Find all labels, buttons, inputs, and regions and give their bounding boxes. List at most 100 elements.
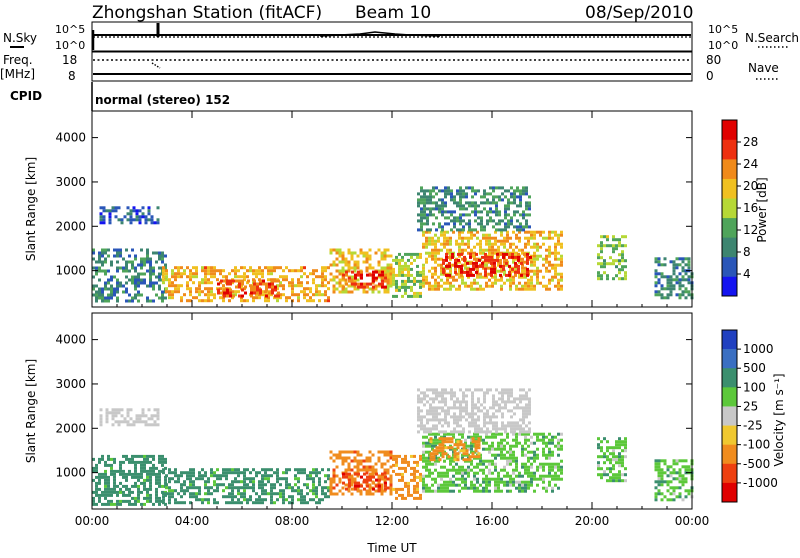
power-cell: [504, 222, 507, 226]
velocity-cell: [669, 492, 673, 496]
velocity-cell: [507, 394, 510, 398]
velocity-cell: [344, 456, 348, 460]
velocity-colorbar-segment: [722, 330, 737, 350]
velocity-cell: [513, 406, 516, 410]
power-cell: [161, 296, 164, 300]
velocity-cell: [252, 477, 255, 481]
velocity-cell: [110, 490, 113, 494]
velocity-cell: [186, 486, 189, 490]
velocity-cell: [261, 480, 264, 484]
velocity-cell: [548, 453, 551, 457]
velocity-cell: [489, 418, 492, 422]
velocity-cell: [423, 430, 426, 434]
power-cell: [174, 278, 177, 282]
power-cell: [365, 251, 369, 255]
velocity-cell: [426, 388, 429, 392]
velocity-cell: [204, 480, 207, 484]
velocity-cell: [489, 421, 492, 425]
power-cell: [129, 218, 133, 222]
velocity-cell: [98, 472, 101, 476]
power-cell: [104, 272, 107, 276]
velocity-cell: [356, 459, 360, 463]
velocity-cell: [506, 432, 509, 436]
power-cell: [459, 228, 462, 232]
velocity-cell: [443, 465, 446, 469]
velocity-cell: [110, 469, 113, 473]
power-cell: [449, 284, 452, 288]
power-cell: [449, 266, 452, 270]
power-cell: [446, 242, 449, 246]
power-cell: [618, 253, 621, 257]
power-cell: [428, 230, 431, 234]
velocity-cell: [368, 459, 372, 463]
power-cell: [419, 252, 422, 256]
velocity-cell: [621, 479, 624, 483]
power-cell: [158, 272, 161, 276]
velocity-cell: [261, 489, 264, 493]
power-cell: [279, 284, 282, 288]
velocity-cell: [243, 486, 246, 490]
velocity-cell: [449, 462, 452, 466]
power-cell: [171, 269, 174, 273]
power-cell: [297, 281, 300, 285]
velocity-cell: [156, 411, 160, 415]
power-cell: [434, 251, 437, 255]
power-cell: [681, 290, 685, 294]
power-cell: [508, 273, 511, 277]
velocity-cell: [329, 477, 333, 481]
velocity-cell: [389, 474, 393, 478]
velocity-cell: [371, 453, 375, 457]
velocity-cell: [332, 471, 336, 475]
velocity-cell: [459, 403, 462, 407]
power-cell: [498, 219, 501, 223]
velocity-cell: [678, 474, 682, 478]
power-cell: [426, 228, 429, 232]
velocity-cell: [432, 458, 436, 462]
power-cell: [276, 287, 279, 291]
velocity-cell: [141, 411, 145, 415]
power-cell: [377, 284, 381, 288]
power-cell: [466, 261, 469, 265]
velocity-cell: [288, 501, 291, 505]
velocity-cell: [417, 397, 420, 401]
velocity-cell: [95, 490, 98, 494]
power-cell: [503, 281, 506, 285]
power-cell: [609, 244, 612, 248]
power-cell: [95, 290, 98, 294]
power-cell: [431, 242, 434, 246]
velocity-cell: [624, 473, 627, 477]
power-cell: [291, 269, 294, 273]
power-cell: [186, 287, 189, 291]
power-cell: [341, 269, 345, 273]
velocity-cell: [476, 489, 479, 493]
power-cell: [461, 278, 464, 282]
velocity-cell: [345, 475, 348, 479]
power-cell: [431, 248, 434, 252]
velocity-cell: [597, 455, 600, 459]
power-cell: [473, 233, 476, 237]
velocity-cell: [527, 486, 530, 490]
power-cell: [479, 239, 482, 243]
power-y-tick-label: 3000: [55, 175, 86, 189]
velocity-cell: [180, 501, 183, 505]
power-cell: [515, 257, 518, 261]
velocity-cell: [456, 400, 459, 404]
power-cell: [461, 242, 464, 246]
velocity-cell: [471, 424, 474, 428]
velocity-cell: [138, 414, 142, 418]
velocity-cell: [288, 486, 291, 490]
velocity-cell: [438, 430, 441, 434]
power-cell: [332, 248, 336, 252]
power-cell: [259, 279, 262, 283]
velocity-cell: [434, 432, 437, 436]
power-cell: [407, 270, 410, 274]
power-cell: [660, 293, 664, 297]
power-cell: [321, 272, 324, 276]
power-cell: [198, 287, 201, 291]
power-cell: [615, 259, 618, 263]
power-cell: [274, 288, 277, 292]
velocity-cell: [485, 474, 488, 478]
power-cell: [672, 287, 676, 291]
velocity-cell: [492, 400, 495, 404]
